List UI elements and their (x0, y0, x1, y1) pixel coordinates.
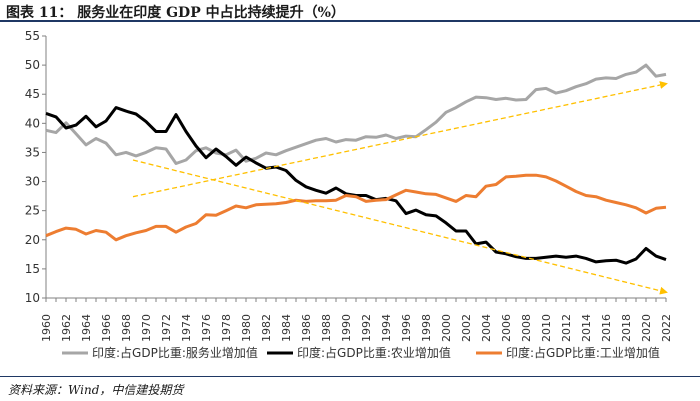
x-tick-label: 1996 (400, 314, 413, 342)
x-tick-label: 1998 (420, 314, 433, 342)
y-tick-label: 20 (25, 233, 40, 247)
series-line-2 (45, 173, 667, 242)
x-tick-label: 2016 (600, 314, 613, 342)
x-tick-label: 1980 (240, 314, 253, 342)
y-tick-label: 50 (25, 58, 40, 72)
x-tick-label: 1986 (300, 314, 313, 342)
x-tick-label: 2004 (480, 314, 493, 342)
series-line-0 (45, 63, 667, 165)
agriculture-trend-arrow (132, 159, 668, 295)
y-tick-label: 45 (25, 87, 40, 101)
figure-title: 图表 11： 服务业在印度 GDP 中占比持续提升（%） (6, 5, 345, 21)
y-tick-label: 40 (25, 116, 40, 130)
legend-label-2: 印度:占GDP比重:工业增加值 (506, 345, 660, 360)
legend-label-1: 印度:占GDP比重:农业增加值 (297, 345, 451, 360)
x-tick-label: 1968 (120, 314, 133, 342)
x-tick-label: 1982 (260, 314, 273, 342)
x-tick-label: 2002 (460, 314, 473, 342)
y-tick-label: 15 (25, 262, 40, 276)
y-tick-label: 10 (25, 291, 40, 305)
services-trend-arrow (132, 81, 668, 198)
x-tick-label: 1988 (320, 314, 333, 342)
source-note: 资料来源：Wind，中信建投期货 (8, 383, 184, 397)
x-tick-label: 1962 (60, 314, 73, 342)
series-line-1 (45, 106, 667, 265)
x-tick-label: 1978 (220, 314, 233, 342)
source-bar: 资料来源：Wind，中信建投期货 (0, 376, 700, 401)
figure-title-bar: 图表 11： 服务业在印度 GDP 中占比持续提升（%） (0, 0, 700, 22)
x-tick-label: 2020 (640, 314, 653, 342)
x-tick-label: 2018 (620, 314, 633, 342)
y-tick-label: 30 (25, 175, 40, 189)
y-tick-label: 55 (25, 29, 40, 43)
x-tick-label: 2010 (540, 314, 553, 342)
x-tick-label: 2008 (520, 314, 533, 342)
x-tick-label: 2006 (500, 314, 513, 342)
x-tick-label: 1972 (160, 314, 173, 342)
x-tick-label: 1990 (340, 314, 353, 342)
y-tick-label: 25 (25, 204, 40, 218)
x-tick-label: 1976 (200, 314, 213, 342)
x-tick-label: 2014 (580, 314, 593, 342)
x-tick-label: 2022 (660, 314, 673, 342)
line-chart: 10 15 20 25 30 35 40 45 50 55 1960 1962 1964 1966 1968… (25, 29, 673, 360)
x-tick-label: 1970 (140, 314, 153, 342)
x-tick-label: 2012 (560, 314, 573, 342)
legend-label-0: 印度:占GDP比重:服务业增加值 (92, 345, 258, 360)
x-tick-label: 1974 (180, 314, 193, 342)
y-tick-label: 35 (25, 145, 40, 159)
x-tick-label: 2000 (440, 314, 453, 342)
x-tick-label: 1960 (40, 314, 53, 342)
x-tick-label: 1966 (100, 314, 113, 342)
x-tick-label: 1994 (380, 314, 393, 342)
x-tick-label: 1992 (360, 314, 373, 342)
x-tick-label: 1984 (280, 314, 293, 342)
x-tick-label: 1964 (80, 314, 93, 342)
